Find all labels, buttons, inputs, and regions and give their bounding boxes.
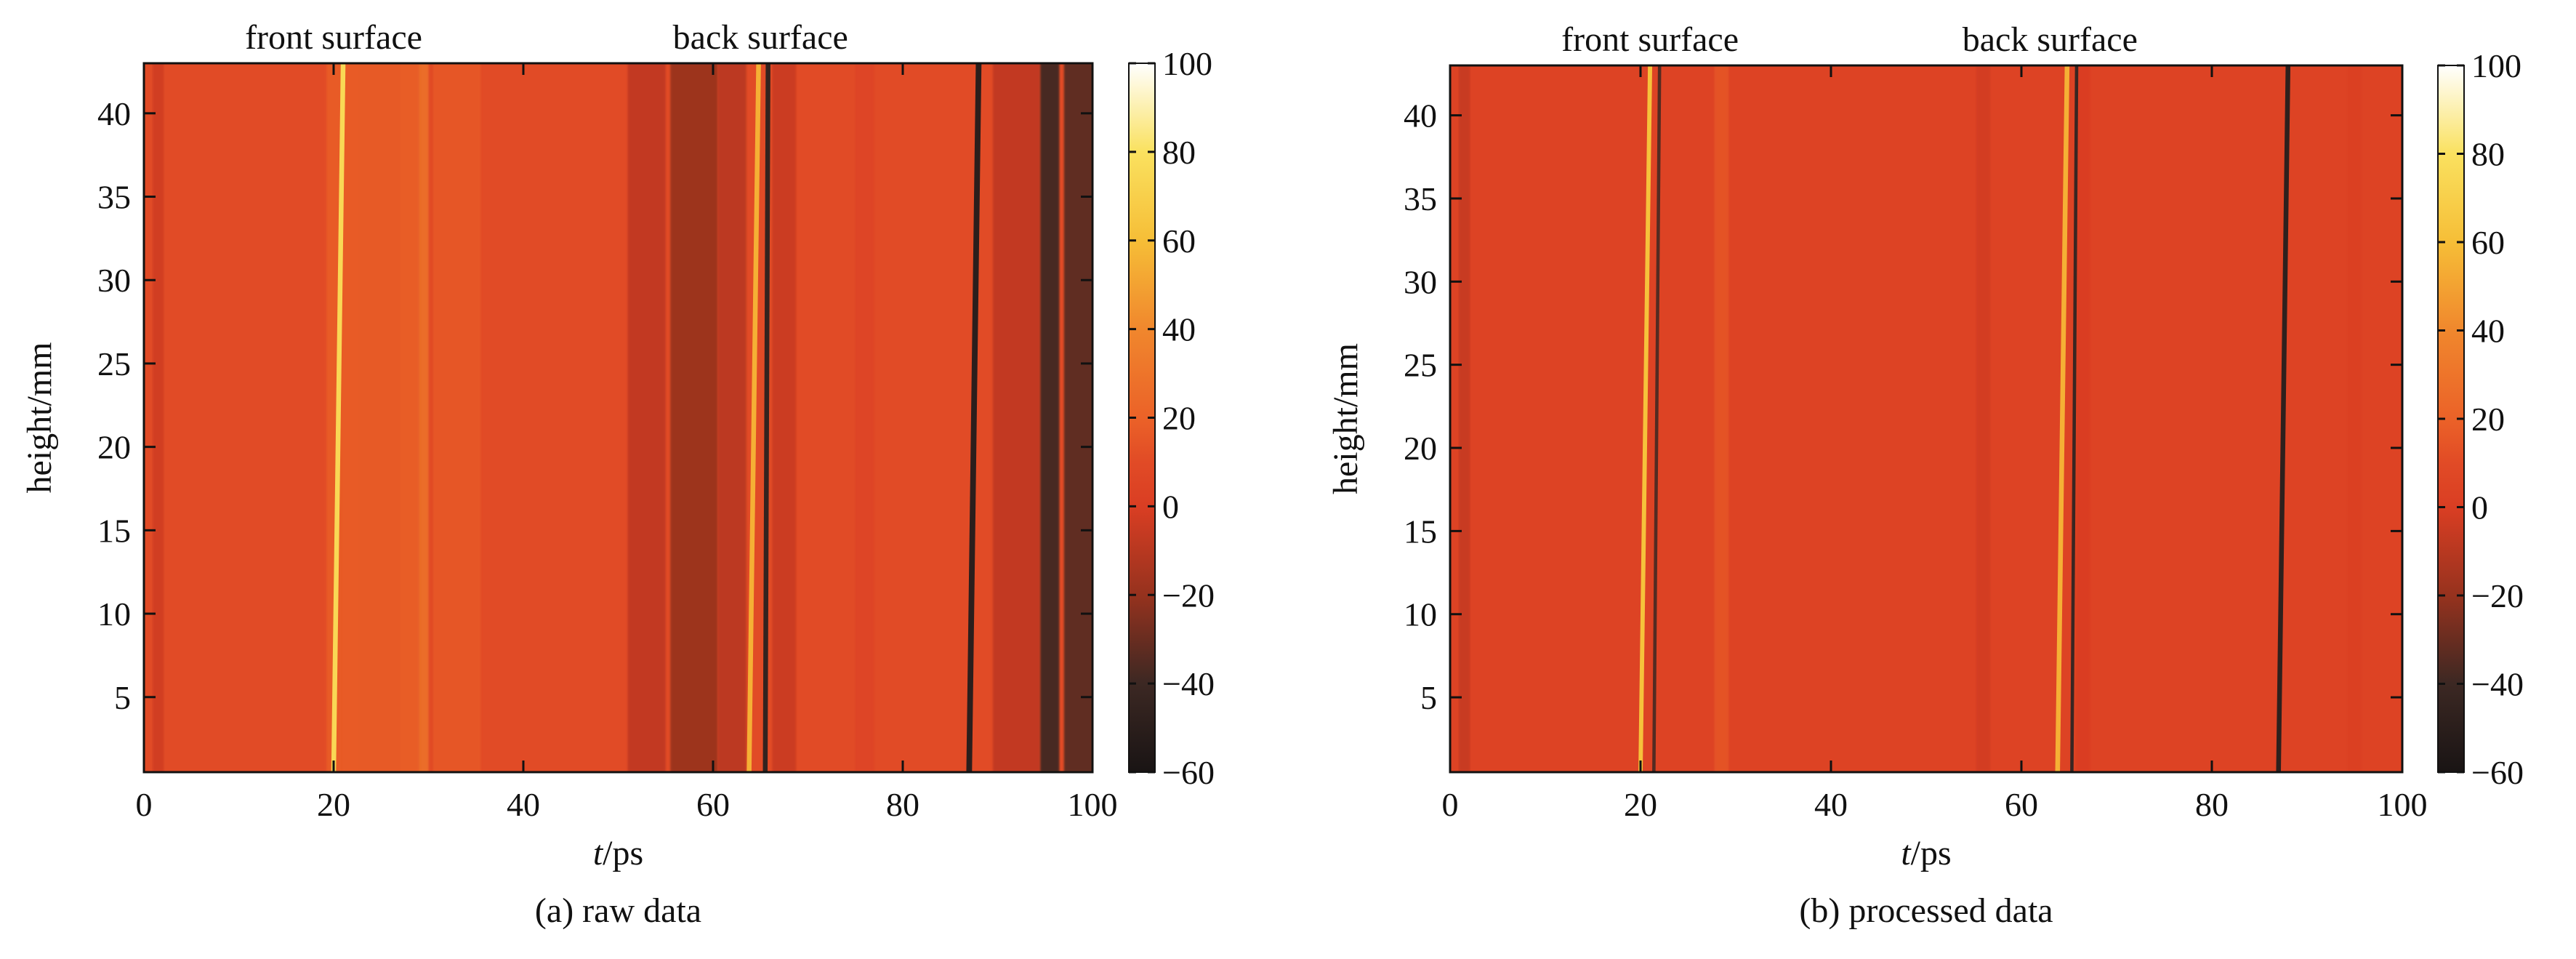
heatmap-band xyxy=(1976,65,1991,772)
panel-caption: (b) processed data xyxy=(1799,891,2053,930)
y-tick-label: 20 xyxy=(1404,430,1437,467)
x-axis-variable: t xyxy=(593,834,604,872)
x-axis-title: t/ps xyxy=(593,834,643,872)
y-tick-label: 5 xyxy=(114,679,131,716)
colorbar-tick-label: −20 xyxy=(1162,577,1215,614)
heatmap-background xyxy=(144,63,1092,772)
plot-frame xyxy=(1449,64,2404,774)
heatmap-band xyxy=(343,63,419,772)
surface-echo-line xyxy=(1652,65,1662,772)
x-axis-unit: /ps xyxy=(603,834,643,872)
y-tick-label: 40 xyxy=(97,95,131,132)
heatmap-band xyxy=(772,63,797,772)
colorbar-tick-label: −40 xyxy=(1162,665,1215,702)
heatmap-band xyxy=(1458,65,1470,772)
surface-annotation: front surface xyxy=(1561,20,1739,59)
y-tick-label: 30 xyxy=(97,262,131,299)
surface-echo-line xyxy=(762,63,770,772)
colorbar-tick-label: 60 xyxy=(1162,222,1196,260)
y-tick-label: 25 xyxy=(1404,347,1437,384)
surface-annotation: back surface xyxy=(673,18,848,57)
y-axis-title: height/mm xyxy=(20,342,59,494)
surface-annotation: front surface xyxy=(245,18,422,57)
heatmap-band xyxy=(1714,65,1729,772)
x-tick-label: 100 xyxy=(2378,786,2428,823)
y-tick-label: 25 xyxy=(97,345,131,382)
heatmap-band xyxy=(1063,63,1092,772)
heatmap-background xyxy=(1450,65,2402,772)
y-tick-label: 20 xyxy=(97,429,131,466)
surface-echo-line xyxy=(2070,65,2079,772)
y-tick-label: 15 xyxy=(1404,513,1437,550)
x-tick-label: 0 xyxy=(136,786,153,823)
surface-echo-line xyxy=(2055,65,2070,772)
colorbar-tick-label: 0 xyxy=(2471,489,2488,526)
x-tick-label: 20 xyxy=(1624,786,1657,823)
x-tick-label: 20 xyxy=(317,786,350,823)
y-tick-label: 35 xyxy=(1404,180,1437,217)
plot-frame xyxy=(142,62,1094,774)
x-axis-title: t/ps xyxy=(1901,834,1951,872)
surface-echo-line xyxy=(331,63,346,772)
heatmap-band xyxy=(855,63,874,772)
colorbar-tick-label: 100 xyxy=(1162,45,1212,82)
colorbar-tick-label: 60 xyxy=(2471,224,2505,261)
x-tick-label: 40 xyxy=(1814,786,1848,823)
surface-echo-line xyxy=(966,63,982,772)
y-axis-title: height/mm xyxy=(1327,343,1365,494)
surface-echo-line xyxy=(1638,65,1653,772)
heatmap-area xyxy=(144,63,1092,772)
y-tick-label: 15 xyxy=(97,512,131,549)
colorbar-tick-label: 40 xyxy=(1162,311,1196,348)
panel-caption: (a) raw data xyxy=(535,891,701,930)
heatmap-band xyxy=(2347,65,2362,772)
colorbar-tick-label: −60 xyxy=(2471,754,2524,791)
heatmap-band xyxy=(152,63,164,772)
surface-echo-line xyxy=(2276,65,2291,772)
panel-a: 0 20 40 60 80 100 5 10 15 20 25 30 35 40 t/ps height/mm… xyxy=(20,18,1215,930)
heatmap-band xyxy=(670,63,718,772)
panel-b: 0 20 40 60 80 100 5 10 15 20 25 30 35 40 t/ps height/mm… xyxy=(1327,20,2524,930)
x-tick-label: 60 xyxy=(696,786,730,823)
x-tick-label: 40 xyxy=(507,786,540,823)
colorbar-tick-label: −20 xyxy=(2471,577,2524,614)
x-tick-label: 60 xyxy=(2005,786,2038,823)
y-tick-label: 10 xyxy=(97,595,131,633)
colorbar-tick-label: 20 xyxy=(1162,400,1196,437)
x-axis-unit: /ps xyxy=(1911,834,1952,872)
colorbar-tick-label: 80 xyxy=(1162,134,1196,171)
x-axis-variable: t xyxy=(1901,834,1912,872)
x-tick-label: 80 xyxy=(2195,786,2229,823)
y-tick-label: 10 xyxy=(1404,596,1437,633)
y-tick-label: 30 xyxy=(1404,263,1437,300)
heatmap-band xyxy=(992,63,1041,772)
colorbar-tick-label: 40 xyxy=(2471,313,2505,350)
colorbar-tick-label: 80 xyxy=(2471,136,2505,173)
colorbar-tick-label: 0 xyxy=(1162,488,1179,525)
y-tick-label: 40 xyxy=(1404,97,1437,135)
colorbar-tick-label: 100 xyxy=(2471,47,2521,84)
y-tick-label: 35 xyxy=(97,179,131,216)
heatmap-band xyxy=(433,63,481,772)
heatmap-band xyxy=(627,63,666,772)
x-tick-label: 100 xyxy=(1068,786,1118,823)
heatmap-band xyxy=(1040,63,1060,772)
heatmap-band xyxy=(2076,65,2090,772)
x-tick-label: 0 xyxy=(1442,786,1459,823)
heatmap-band xyxy=(717,63,746,772)
colorbar-tick-label: −60 xyxy=(1162,754,1215,791)
x-tick-label: 80 xyxy=(886,786,919,823)
surface-annotation: back surface xyxy=(1963,20,2138,59)
y-tick-label: 5 xyxy=(1420,679,1437,716)
colorbar-tick-label: 20 xyxy=(2471,401,2505,438)
surface-echo-line xyxy=(746,63,761,772)
heatmap-area xyxy=(1450,65,2402,772)
colorbar-tick-label: −40 xyxy=(2471,666,2524,703)
